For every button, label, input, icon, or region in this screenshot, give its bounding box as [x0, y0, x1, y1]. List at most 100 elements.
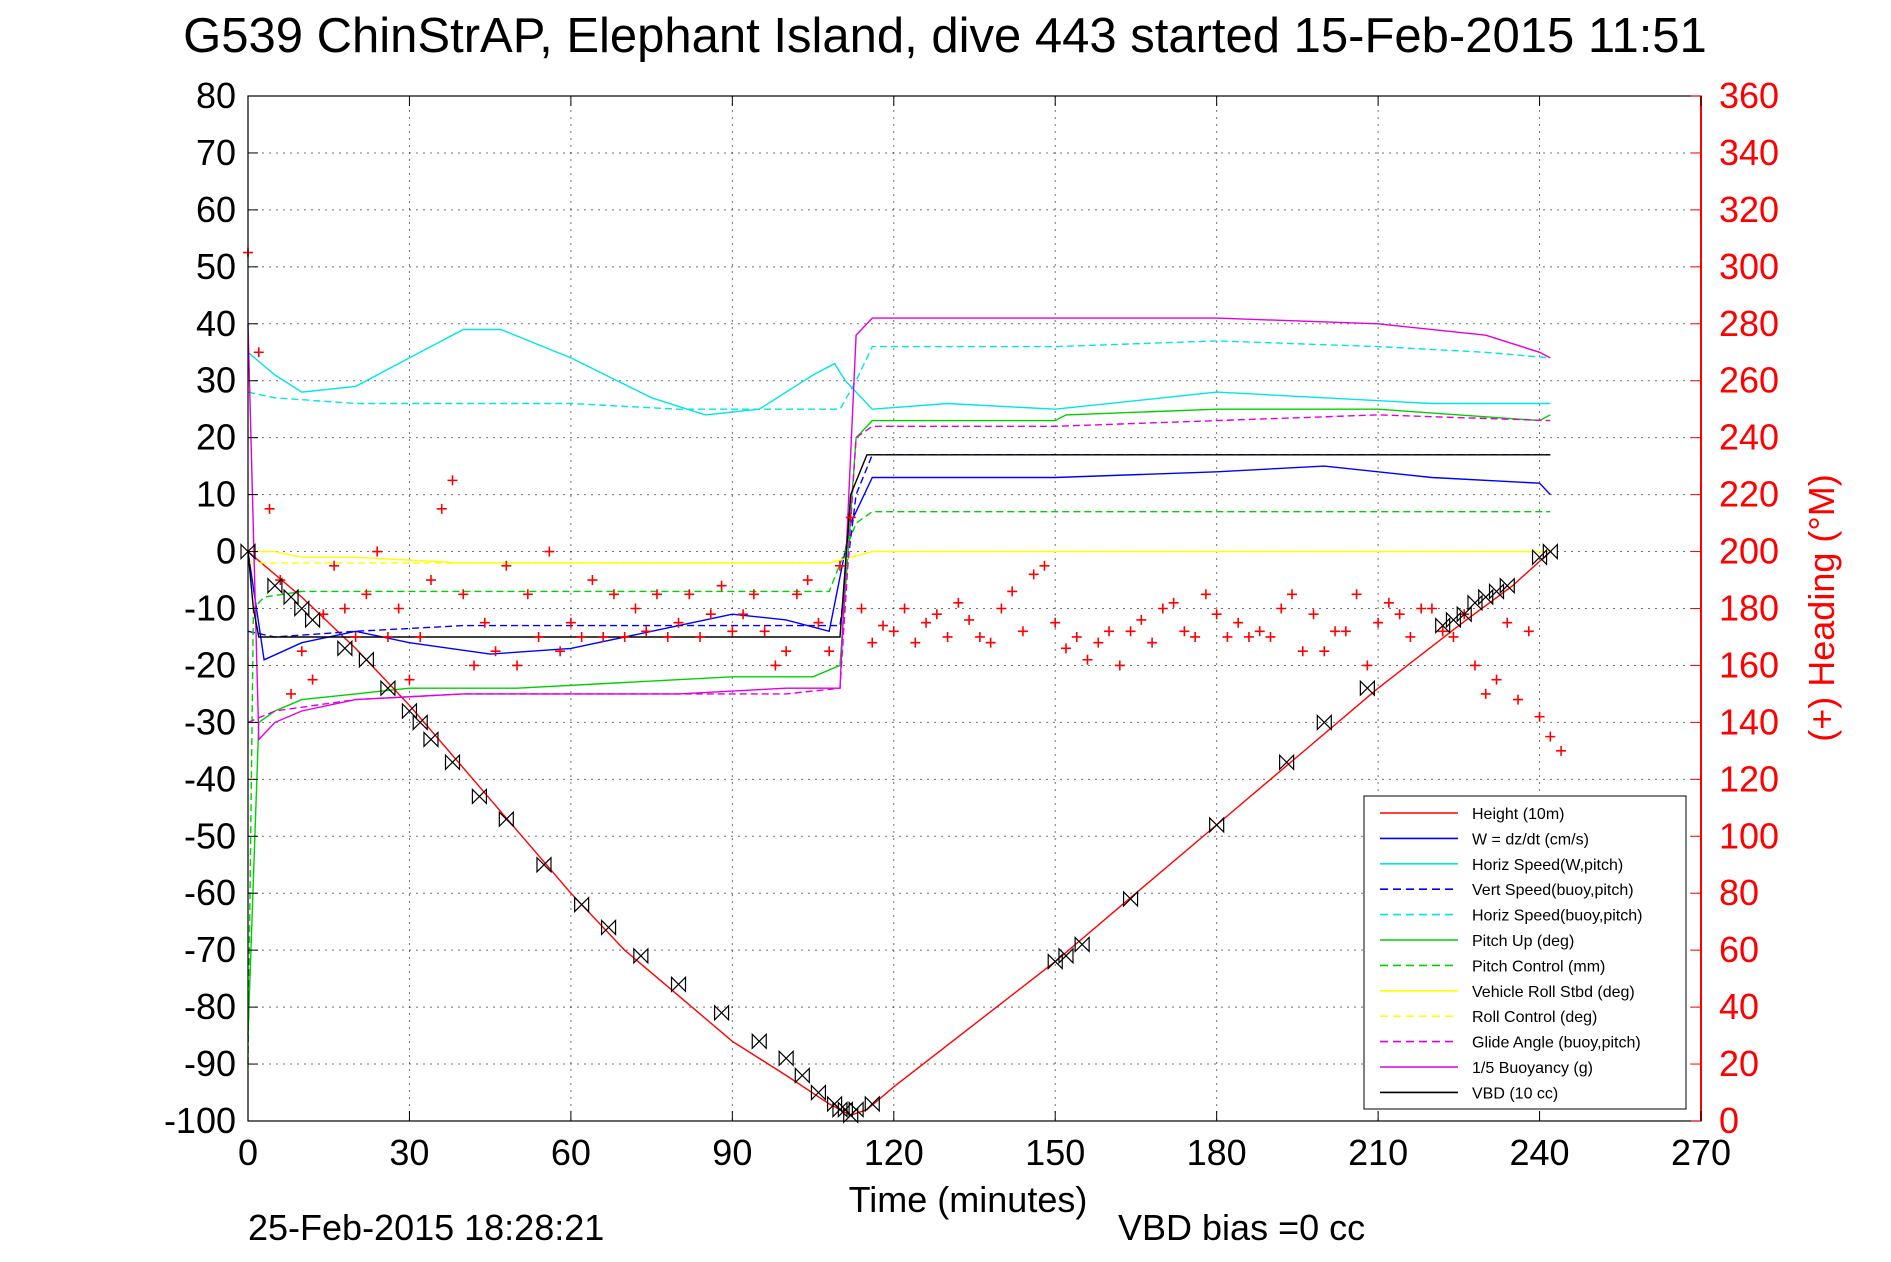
dive-marker: [267, 577, 283, 595]
heading-point: [1297, 646, 1308, 657]
dive-marker: [574, 896, 590, 914]
legend-label: Horiz Speed(W,pitch): [1472, 857, 1623, 874]
right-tick-label: 140: [1719, 701, 1779, 742]
heading-point: [555, 646, 566, 657]
dive-marker: [670, 975, 687, 993]
dive-marker: [294, 600, 310, 617]
heading-point: [1254, 626, 1265, 637]
heading-point: [931, 609, 942, 620]
heading-point: [695, 631, 706, 642]
right-tick-label: 260: [1719, 360, 1779, 401]
y-tick-label: 70: [196, 132, 236, 173]
heading-point: [867, 637, 878, 648]
legend-label: Horiz Speed(buoy,pitch): [1472, 908, 1642, 925]
right-tick-label: 340: [1719, 132, 1779, 173]
series-line: [247, 317, 1551, 742]
x-tick-label: 120: [864, 1132, 924, 1173]
dive-marker: [633, 947, 649, 965]
y-tick-label: 50: [196, 246, 236, 287]
dive-markers: [240, 543, 1558, 1124]
heading-point: [339, 603, 350, 614]
x-tick-label: 0: [238, 1132, 258, 1173]
heading-markers: [243, 247, 1567, 756]
x-tick-label: 30: [389, 1132, 429, 1173]
heading-point: [522, 589, 533, 600]
heading-point: [1502, 617, 1513, 628]
y-tick-label: -80: [184, 986, 236, 1027]
dive-marker: [1488, 582, 1505, 600]
legend-label: Glide Angle (buoy,pitch): [1472, 1035, 1641, 1052]
heading-point: [1545, 731, 1556, 742]
y-tick-label: 30: [196, 360, 236, 401]
heading-point: [1362, 660, 1373, 671]
dive-marker: [1435, 617, 1451, 635]
y-tick-label: -50: [184, 815, 236, 856]
heading-point: [1394, 609, 1405, 620]
legend: Height (10m) W = dz/dt (cm/s) Horiz Speed(…: [1363, 795, 1687, 1110]
heading-point: [1469, 660, 1480, 671]
heading-point: [253, 347, 264, 358]
heading-point: [490, 646, 501, 657]
heading-point: [1287, 589, 1298, 600]
heading-point: [1179, 626, 1190, 637]
heading-point: [587, 575, 598, 586]
heading-point: [1050, 617, 1061, 628]
heading-point: [1007, 586, 1018, 597]
right-tick-label: 20: [1719, 1043, 1759, 1084]
heading-point: [1039, 560, 1050, 571]
dive-marker: [283, 588, 299, 606]
right-axis-label: (+) Heading (°M): [1801, 474, 1842, 741]
dive-marker: [337, 639, 353, 657]
heading-point: [1330, 626, 1341, 637]
heading-point: [748, 589, 759, 600]
dive-marker: [1542, 543, 1558, 561]
heading-point: [1017, 626, 1028, 637]
heading-point: [630, 603, 641, 614]
legend-box: [1363, 795, 1687, 1110]
heading-point: [296, 646, 307, 657]
heading-point: [813, 617, 824, 628]
heading-point: [974, 631, 985, 642]
dive-marker: [751, 1032, 767, 1050]
series-line: [247, 454, 1551, 638]
right-tick-label: 120: [1719, 758, 1779, 799]
dive-marker: [536, 856, 552, 874]
y-tick-label: -60: [184, 872, 236, 913]
heading-point: [824, 646, 835, 657]
heading-point: [307, 674, 318, 685]
heading-point: [1114, 660, 1125, 671]
heading-point: [619, 631, 630, 642]
heading-point: [985, 637, 996, 648]
heading-point: [382, 631, 393, 642]
series-line: [247, 414, 1551, 724]
heading-point: [415, 631, 426, 642]
series-line: [248, 550, 1551, 564]
heading-point: [899, 603, 910, 614]
y-tick-label: 20: [196, 417, 236, 458]
dive-marker: [1279, 753, 1295, 771]
y-tick-label: 80: [196, 75, 236, 116]
legend-label: Roll Control (deg): [1472, 1009, 1597, 1026]
heading-point: [1437, 626, 1448, 637]
heading-point: [469, 660, 480, 671]
y-tick-label: -90: [184, 1043, 236, 1084]
series-lines: [247, 317, 1551, 1117]
legend-label: W = dz/dt (cm/s): [1472, 831, 1589, 848]
legend-label: Height (10m): [1472, 806, 1564, 823]
dive-marker: [600, 918, 617, 936]
series-line: [247, 551, 1551, 1117]
heading-point: [888, 626, 899, 637]
heading-point: [286, 688, 297, 699]
heading-point: [1276, 603, 1287, 614]
heading-point: [544, 546, 555, 557]
heading-point: [1147, 637, 1158, 648]
dive-marker: [1445, 611, 1462, 629]
series-line: [247, 465, 1551, 661]
heading-point: [1351, 589, 1362, 600]
dive-marker: [794, 1066, 810, 1084]
heading-point: [436, 503, 447, 514]
heading-point: [1222, 631, 1233, 642]
right-tick-label: 100: [1719, 815, 1779, 856]
dive-marker: [848, 1101, 864, 1119]
heading-point: [727, 626, 738, 637]
